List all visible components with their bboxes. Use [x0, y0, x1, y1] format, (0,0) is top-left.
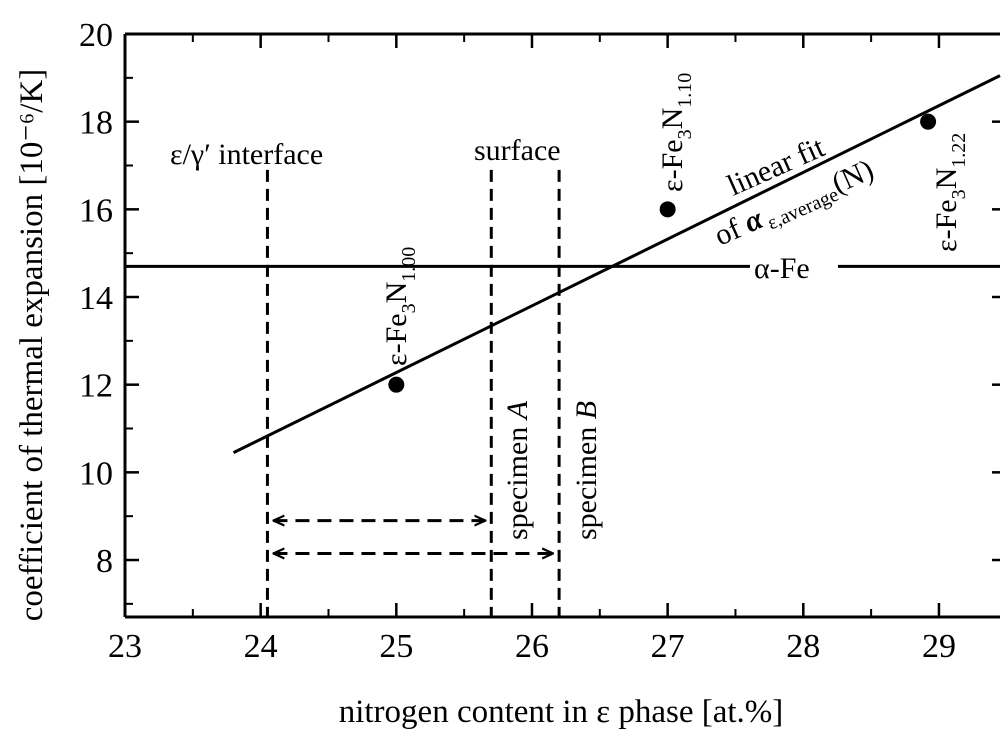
- data-point-2: [920, 113, 937, 130]
- point-label-fe3n100: ε-Fe3N1.00: [380, 247, 420, 366]
- x-axis-title: nitrogen content in ε phase [at.%]: [339, 694, 784, 730]
- y-tick-label: 20: [79, 17, 113, 54]
- specimen-a-label: specimen A: [501, 400, 534, 540]
- point-label-fe3n122: ε-Fe3N1.22: [930, 133, 970, 252]
- data-point-1: [659, 201, 676, 218]
- x-tick-label: 29: [922, 628, 956, 665]
- y-tick-label: 10: [79, 455, 113, 492]
- y-axis-title: coefficient of thermal expansion [10⁻⁶/K…: [14, 69, 50, 621]
- x-tick-label: 24: [244, 628, 278, 665]
- alpha-fe-label: α-Fe: [754, 252, 810, 285]
- x-tick-label: 28: [786, 628, 820, 665]
- x-tick-label: 26: [515, 628, 549, 665]
- y-tick-label: 16: [79, 192, 113, 229]
- data-point-0: [388, 376, 405, 393]
- plot-area: 23 24 25 26 27 28 29 8 10 12 14 16 18 20: [79, 17, 1001, 665]
- interface-label: ε/γ′ interface: [170, 138, 323, 171]
- x-tick-label: 27: [651, 628, 685, 665]
- y-tick-label: 18: [79, 105, 113, 142]
- y-tick-label: 14: [79, 280, 113, 317]
- y-tick-label: 12: [79, 368, 113, 405]
- y-tick-label: 8: [96, 543, 113, 580]
- specimen-b-label: specimen B: [570, 401, 603, 540]
- surface-label: surface: [474, 134, 561, 167]
- x-tick-label: 23: [108, 628, 142, 665]
- linear-fit-line: [232, 74, 1001, 454]
- x-tick-label: 25: [379, 628, 413, 665]
- point-label-fe3n110: ε-Fe3N1.10: [656, 73, 696, 192]
